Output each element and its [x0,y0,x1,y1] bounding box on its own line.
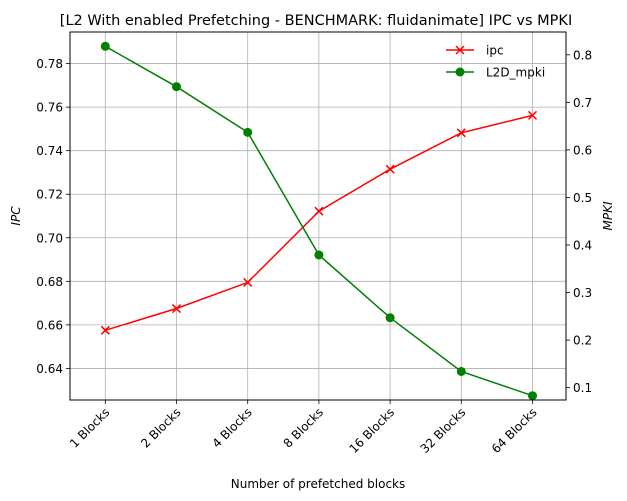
left-tick-label: 0.72 [36,188,63,202]
x-tick-label: 2 Blocks [138,405,183,450]
right-axis-label: MPKI [601,201,615,230]
legend-ipc-marker [455,45,465,55]
legend-mpki-label: L2D_mpki [486,66,545,80]
data-point-ipc [527,110,538,120]
left-tick-label: 0.64 [36,362,63,376]
right-tick-label: 0.2 [573,334,592,348]
right-tick-label: 0.5 [573,191,592,205]
data-point-L2D_mpki [456,366,466,376]
data-point-ipc [100,325,110,335]
right-tick-label: 0.7 [573,96,592,110]
data-point-ipc [243,277,253,287]
right-tick-label: 0.3 [573,286,592,300]
right-tick-label: 0.4 [573,239,592,253]
x-tick-label: 16 Blocks [346,405,397,456]
data-point-L2D_mpki [528,391,537,401]
x-axis-ticks: 1 Blocks 2 Blocks 4 Blocks 8 Blocks 16 Block… [67,400,540,456]
series-layer [100,41,538,401]
left-axis-ticks: 0.64 0.66 0.68 0.70 0.72 0.74 0.76 0.78 [36,57,70,376]
data-point-L2D_mpki [100,41,110,51]
right-tick-label: 0.1 [573,381,592,395]
right-tick-label: 0.8 [573,48,592,62]
x-tick-label: 4 Blocks [209,405,254,450]
left-tick-label: 0.78 [36,57,63,71]
data-point-ipc [171,304,182,314]
data-point-L2D_mpki [314,250,324,260]
legend: ipc L2D_mpki [446,44,545,80]
left-tick-label: 0.66 [36,318,63,332]
data-point-L2D_mpki [172,82,181,92]
left-axis-label: IPC [9,206,23,226]
chart-title: [L2 With enabled Prefetching - BENCHMARK… [60,13,572,29]
data-point-ipc [385,164,395,174]
x-tick-label: 64 Blocks [489,405,540,456]
grid [70,32,566,400]
left-tick-label: 0.70 [36,231,63,245]
data-point-L2D_mpki [385,313,395,323]
right-axis-ticks: 0.1 0.2 0.3 0.4 0.5 0.6 0.7 0.8 [566,48,592,395]
legend-ipc-label: ipc [486,44,504,58]
data-point-ipc [314,206,324,216]
legend-mpki-marker [455,67,465,77]
data-point-L2D_mpki [243,127,253,137]
left-tick-label: 0.74 [36,144,63,158]
left-tick-label: 0.68 [36,275,63,289]
x-tick-label: 32 Blocks [418,405,469,456]
data-point-ipc [456,128,466,138]
x-tick-label: 1 Blocks [67,405,112,450]
x-axis-label: Number of prefetched blocks [231,477,406,491]
plot-frame [69,31,567,401]
right-tick-label: 0.6 [573,143,592,157]
x-tick-label: 8 Blocks [281,405,326,450]
left-tick-label: 0.76 [36,101,63,115]
